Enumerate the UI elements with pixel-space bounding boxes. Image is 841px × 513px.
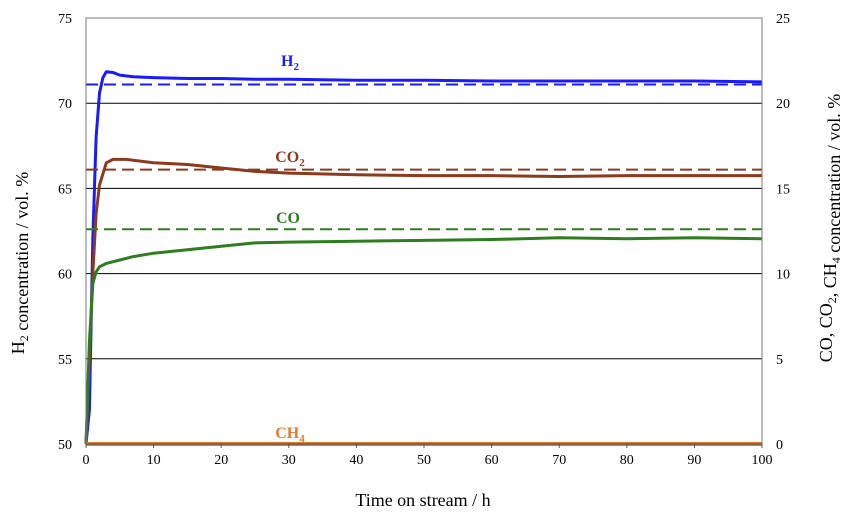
y-left-tick-label: 60 xyxy=(58,268,72,283)
x-tick-label: 40 xyxy=(349,453,363,468)
x-tick-label: 80 xyxy=(620,453,634,468)
series-layer xyxy=(84,70,763,446)
series-labels: H2 CO2 CO CH4 xyxy=(275,53,305,445)
y-left-tick-label: 75 xyxy=(58,12,72,27)
ch4-label: CH4 xyxy=(275,425,305,445)
x-axis-label: Time on stream / h xyxy=(355,490,490,510)
co2-series-line xyxy=(84,157,762,445)
y-right-tick-label: 20 xyxy=(776,97,790,112)
x-tick-label: 70 xyxy=(552,453,566,468)
y-left-tick-label: 65 xyxy=(58,182,72,197)
y-right-tick-label: 15 xyxy=(776,182,790,197)
horizontal-gridlines xyxy=(86,102,762,360)
y-right-tick-label: 5 xyxy=(776,353,783,368)
x-tick-label: 60 xyxy=(485,453,499,468)
y-right-tick-label: 10 xyxy=(776,268,790,283)
h2-label: H2 xyxy=(281,53,299,73)
y-right-tick-label: 25 xyxy=(776,12,790,27)
x-tick-label: 0 xyxy=(83,453,90,468)
y-left-tick-label: 70 xyxy=(58,97,72,112)
tick-labels: 0 10 20 30 40 50 60 70 80 90 100 50 55 60 65 70 75 0 5 10 15… xyxy=(58,12,790,468)
x-tick-label: 100 xyxy=(752,453,773,468)
co-series-line xyxy=(84,236,763,445)
y-axis-left-label: H2 concentration / vol. % xyxy=(8,172,32,354)
x-tick-label: 30 xyxy=(282,453,296,468)
x-tick-label: 20 xyxy=(214,453,228,468)
y-right-tick-label: 0 xyxy=(776,438,783,453)
co2-label: CO2 xyxy=(275,149,305,169)
co-label: CO xyxy=(276,210,300,227)
y-left-tick-label: 50 xyxy=(58,438,72,453)
x-tick-label: 50 xyxy=(417,453,431,468)
x-tick-label: 90 xyxy=(687,453,701,468)
y-axis-right-label: CO, CO2, CH4 concentration / vol. % xyxy=(816,94,841,362)
h2-series-line xyxy=(84,70,763,445)
y-left-tick-label: 55 xyxy=(58,353,72,368)
x-tick-label: 10 xyxy=(147,453,161,468)
